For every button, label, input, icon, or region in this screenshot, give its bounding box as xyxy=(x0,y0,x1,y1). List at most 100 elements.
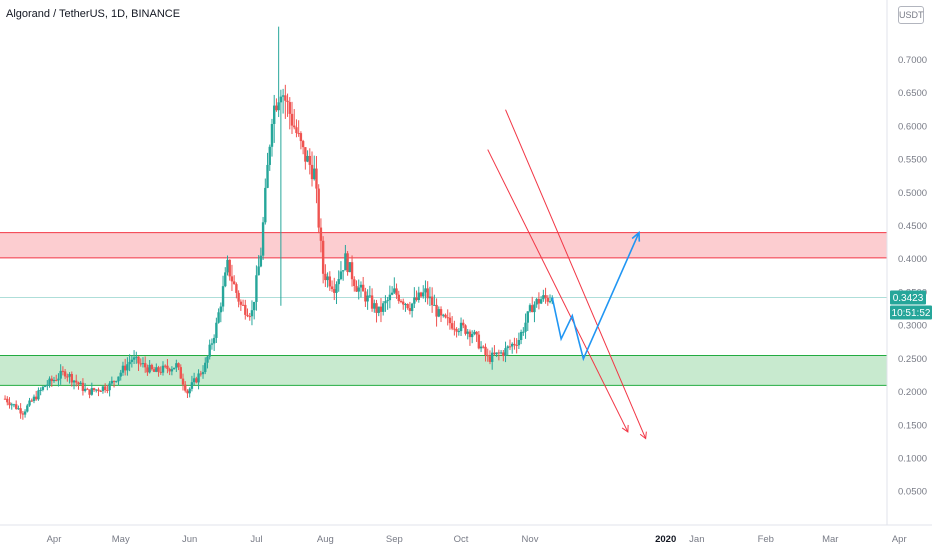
candle-body xyxy=(462,322,465,326)
candle-body xyxy=(86,388,89,390)
candle-body xyxy=(68,374,71,377)
candle-body xyxy=(37,390,40,400)
candle-body xyxy=(152,369,156,372)
candle-body xyxy=(381,303,385,312)
time-tick-label: Apr xyxy=(47,534,62,545)
candle-body xyxy=(146,367,149,373)
candle-body xyxy=(12,404,16,406)
candle-body xyxy=(304,147,307,162)
candle-body xyxy=(130,359,134,362)
time-tick-label: Jun xyxy=(182,534,197,545)
price-tick-label: 0.0500 xyxy=(898,487,927,498)
candle-body xyxy=(539,299,543,304)
candle-body xyxy=(224,272,227,287)
candle-body xyxy=(212,337,216,344)
candle-body xyxy=(70,374,73,383)
candle-body xyxy=(219,306,223,313)
time-tick-label: Jul xyxy=(250,534,262,545)
candle-body xyxy=(248,316,251,318)
candle-body xyxy=(450,323,454,329)
zones-layer xyxy=(0,232,887,386)
candle-body xyxy=(257,266,260,276)
candle-body xyxy=(112,380,116,382)
candle-body xyxy=(479,346,483,349)
candle-body xyxy=(8,402,11,406)
projection-path xyxy=(551,232,640,362)
candle-body xyxy=(99,390,102,392)
candle-body xyxy=(150,364,154,370)
candle-body xyxy=(339,271,343,280)
candle-body xyxy=(493,352,496,355)
candle-body xyxy=(506,346,509,349)
candle-body xyxy=(206,356,209,363)
candle-body xyxy=(422,292,425,297)
candle-body xyxy=(310,164,314,180)
countdown-label: 10:51:52 xyxy=(892,308,931,319)
candle-body xyxy=(502,352,505,356)
candle-body xyxy=(115,381,118,383)
candle-body xyxy=(35,396,38,400)
candle-body xyxy=(402,301,405,305)
candle-body xyxy=(293,125,296,128)
price-labels: 0.3423 10:51:52 xyxy=(890,290,932,320)
candle-body xyxy=(106,390,109,392)
candle-body xyxy=(32,396,36,402)
candle-body xyxy=(77,382,80,385)
candle-body xyxy=(537,298,541,304)
candle-body xyxy=(410,303,414,312)
candle-body xyxy=(14,404,18,409)
candle-body xyxy=(88,389,91,395)
candle-body xyxy=(475,331,478,335)
candle-body xyxy=(46,384,49,386)
price-tick-label: 0.1500 xyxy=(898,420,927,431)
candle-body xyxy=(221,286,225,307)
candle-body xyxy=(270,123,274,147)
candle-body xyxy=(255,275,258,302)
candle-body xyxy=(330,286,334,290)
candle-body xyxy=(128,361,131,365)
currency-scale-badge[interactable]: USDT xyxy=(898,6,924,24)
resistance-zone xyxy=(0,232,887,258)
candle-body xyxy=(61,370,65,372)
time-tick-label: Aug xyxy=(317,534,334,545)
candle-body xyxy=(201,372,205,375)
candle-body xyxy=(522,331,525,333)
candle-body xyxy=(179,367,182,379)
candle-body xyxy=(393,288,396,293)
candle-body xyxy=(275,105,278,111)
candle-body xyxy=(48,378,51,385)
projection-arrow-head xyxy=(631,230,641,242)
candle-body xyxy=(384,301,387,304)
candle-body xyxy=(319,227,323,241)
price-tick-label: 0.4500 xyxy=(898,221,927,232)
candle-body xyxy=(517,340,521,346)
candle-body xyxy=(346,253,349,273)
candle-body xyxy=(95,389,98,391)
candle-body xyxy=(457,331,461,333)
candle-body xyxy=(388,294,392,301)
candle-body xyxy=(433,304,436,306)
time-tick-label: Mar xyxy=(822,534,838,545)
time-axis: Apr May Jun Jul Aug Sep Oct Nov 2020 Jan Feb Mar Apr xyxy=(0,524,932,545)
candle-body xyxy=(10,404,13,406)
candle-body xyxy=(55,379,58,381)
candle-body xyxy=(141,363,145,365)
candle-body xyxy=(279,96,283,103)
candle-body xyxy=(101,386,105,392)
candle-body xyxy=(544,295,547,298)
candle-body xyxy=(195,378,198,383)
candle-body xyxy=(226,259,229,273)
candle-body xyxy=(535,298,538,305)
candle-body xyxy=(210,343,214,345)
candle-body xyxy=(250,310,254,317)
candle-body xyxy=(204,362,207,373)
candle-body xyxy=(341,270,345,272)
price-tick-label: 0.3000 xyxy=(898,321,927,332)
candle-body xyxy=(284,95,287,101)
candle-body xyxy=(175,363,178,368)
candle-body xyxy=(72,380,76,383)
price-tick-label: 0.6500 xyxy=(898,88,927,99)
candle-body xyxy=(119,372,122,377)
